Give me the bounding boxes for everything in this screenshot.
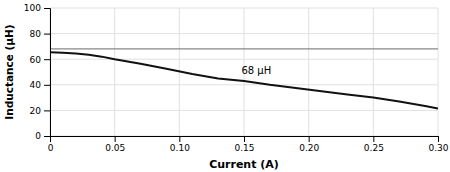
x-tick-label: 0.10 xyxy=(170,143,190,153)
y-tick: 0 xyxy=(35,131,50,141)
reference-line xyxy=(50,48,438,49)
grid-line-y xyxy=(50,84,438,85)
y-tick: 60 xyxy=(30,55,50,65)
annotation: 68 μH xyxy=(241,65,271,76)
y-tick-label: 20 xyxy=(30,106,42,116)
chart: 0 0.05 0.10 0.15 0.20 0.25 0.30 0 20 40 60 80 100 68 … xyxy=(0,0,450,172)
grid-line-x xyxy=(438,8,439,136)
y-tick: 20 xyxy=(30,106,50,116)
x-tick-label: 0.25 xyxy=(364,143,384,153)
curve xyxy=(50,52,438,108)
x-tick-mark xyxy=(244,136,245,142)
y-tick-label: 80 xyxy=(30,29,42,39)
y-tick: 100 xyxy=(24,3,50,13)
x-tick-mark xyxy=(179,136,180,142)
grid-line-y xyxy=(50,110,438,111)
grid xyxy=(50,8,438,136)
x-tick-mark xyxy=(309,136,310,142)
y-axis: 0 20 40 60 80 100 xyxy=(24,3,51,141)
x-axis: 0 0.05 0.10 0.15 0.20 0.25 0.30 xyxy=(48,136,449,153)
x-tick: 0.30 xyxy=(428,136,448,153)
grid-line-x xyxy=(373,8,374,136)
marks xyxy=(50,49,438,109)
grid-line-y xyxy=(50,33,438,34)
y-tick-mark xyxy=(44,34,50,35)
grid-line-x xyxy=(308,8,309,136)
x-tick: 0.10 xyxy=(170,136,190,153)
grid-line-x xyxy=(114,8,115,136)
y-tick-mark xyxy=(44,110,50,111)
grid-line-y xyxy=(50,8,438,9)
x-tick: 0.15 xyxy=(234,136,254,153)
y-tick-mark xyxy=(44,8,50,9)
x-tick-label: 0 xyxy=(48,143,54,153)
x-tick: 0.25 xyxy=(364,136,384,153)
axis-line xyxy=(44,9,51,137)
x-axis-title: Current (A) xyxy=(209,158,279,171)
x-tick-label: 0.15 xyxy=(234,143,254,153)
plot: 0 0.05 0.10 0.15 0.20 0.25 0.30 0 20 40 60 80 100 68 … xyxy=(24,3,449,153)
y-tick-label: 40 xyxy=(30,80,42,90)
y-axis-title: Inductance (μH) xyxy=(3,24,15,119)
x-tick-label: 0.05 xyxy=(105,143,125,153)
y-tick-mark xyxy=(44,136,50,137)
y-tick-mark xyxy=(44,85,50,86)
x-tick: 0 xyxy=(48,136,54,153)
x-tick: 0.20 xyxy=(299,136,319,153)
y-tick-label: 60 xyxy=(30,55,42,65)
x-tick: 0.05 xyxy=(105,136,125,153)
x-tick-mark xyxy=(438,136,439,142)
x-tick-mark xyxy=(115,136,116,142)
x-tick-label: 0.30 xyxy=(428,143,448,153)
x-tick-mark xyxy=(373,136,374,142)
y-tick-label: 0 xyxy=(35,131,41,141)
y-tick: 80 xyxy=(30,29,50,39)
axis-line xyxy=(51,137,439,143)
y-tick-label: 100 xyxy=(24,3,41,13)
x-tick-label: 0.20 xyxy=(299,143,319,153)
y-tick: 40 xyxy=(30,80,50,90)
y-tick-mark xyxy=(44,59,50,60)
